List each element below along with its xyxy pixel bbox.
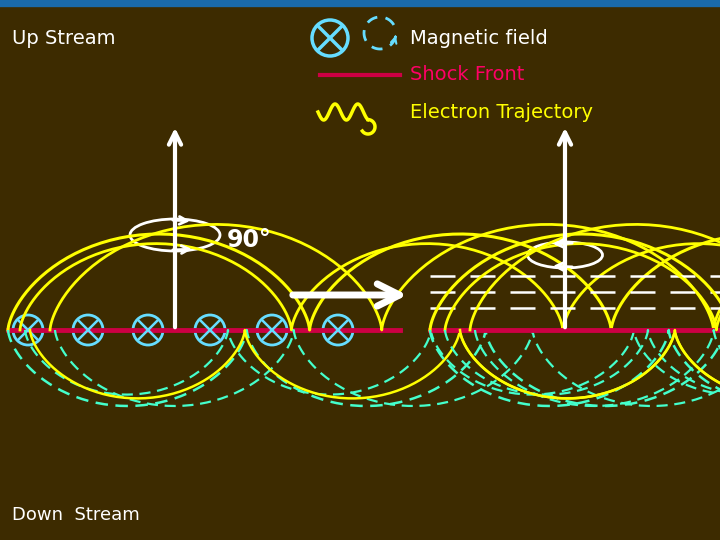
- Text: Electron Trajectory: Electron Trajectory: [410, 103, 593, 122]
- Text: Up Stream: Up Stream: [12, 29, 115, 48]
- Text: Shock Front: Shock Front: [410, 65, 524, 84]
- Text: Magnetic field: Magnetic field: [410, 29, 548, 48]
- Text: 90°: 90°: [227, 228, 272, 252]
- Text: Down  Stream: Down Stream: [12, 506, 140, 524]
